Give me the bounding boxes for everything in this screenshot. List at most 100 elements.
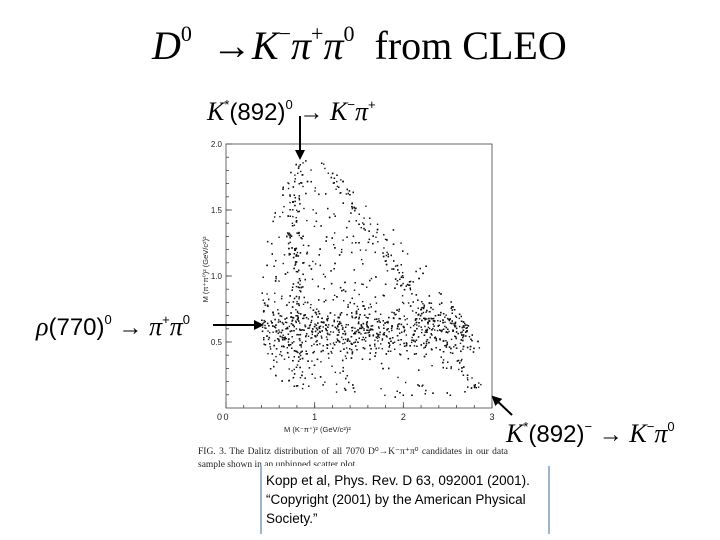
scatter-point [398,308,400,311]
scatter-point [391,329,393,332]
scatter-point [271,322,273,324]
scatter-point [266,240,269,243]
scatter-point [275,276,277,278]
scatter-point [442,361,444,364]
scatter-point [399,353,401,355]
scatter-point [414,340,417,343]
scatter-point [333,182,335,184]
scatter-point [307,360,309,362]
scatter-point [432,323,434,325]
scatter-point [300,351,302,353]
scatter-point [372,235,374,237]
scatter-point [326,338,329,341]
scatter-point [299,283,301,286]
scatter-point [302,383,305,385]
scatter-point [300,182,303,184]
scatter-point [462,339,464,342]
scatter-point [320,321,323,323]
scatter-point [385,260,387,262]
scatter-point [346,313,348,316]
scatter-point [344,333,347,336]
scatter-point [471,334,473,336]
scatter-point [325,299,327,302]
scatter-point [294,180,296,183]
scatter-point [437,319,439,322]
scatter-point [353,206,355,209]
scatter-point [292,256,295,259]
scatter-point [413,353,416,355]
scatter-point [361,222,364,224]
scatter-point [401,331,403,333]
scatter-point [323,301,325,303]
scatter-point [397,325,399,328]
scatter-point [328,216,331,219]
scatter-point [296,251,299,254]
scatter-point [400,284,403,286]
scatter-point [384,394,386,397]
scatter-point [346,375,348,377]
scatter-point [369,352,371,354]
scatter-point [461,358,463,361]
scatter-point [284,321,287,323]
scatter-point [302,262,304,264]
scatter-point [287,352,289,354]
scatter-point [419,267,421,270]
scatter-point [287,242,290,245]
scatter-point [367,332,369,334]
scatter-point [406,350,408,352]
scatter-point [431,329,433,331]
scatter-point [434,320,436,322]
scatter-point [374,345,376,347]
scatter-point [430,317,433,320]
scatter-point [423,304,425,307]
scatter-point [295,221,298,223]
scatter-point [446,392,448,394]
scatter-point [323,287,325,290]
scatter-point [427,321,429,324]
scatter-point [271,242,273,245]
scatter-point [273,344,275,347]
scatter-point [412,281,414,283]
scatter-point [329,312,332,314]
scatter-point [295,366,298,369]
scatter-point [314,330,317,333]
scatter-point [278,236,280,238]
scatter-point [362,263,364,265]
scatter-point [345,357,348,360]
scatter-point [298,286,301,289]
scatter-point [368,331,370,333]
scatter-point [290,235,293,237]
scatter-point [282,186,284,188]
scatter-point [335,391,338,393]
scatter-point [439,320,442,322]
scatter-point [401,275,404,277]
scatter-point [445,346,448,348]
scatter-point [327,317,329,320]
scatter-point [312,352,314,354]
scatter-point [336,334,339,336]
scatter-point [340,192,342,194]
scatter-point [315,341,317,343]
scatter-point [355,310,358,313]
scatter-point [316,308,318,310]
scatter-point [316,358,319,361]
y-tick-label: 2.0 [211,140,223,149]
scatter-point [456,360,459,362]
scatter-point [355,242,357,244]
scatter-point [313,325,316,328]
scatter-point [289,201,291,204]
scatter-point [351,251,353,254]
scatter-point [353,269,355,271]
scatter-point [348,190,351,192]
scatter-point [282,211,284,214]
scatter-point [469,345,472,348]
scatter-point [422,306,424,309]
scatter-point [325,324,327,326]
scatter-point [278,329,280,331]
scatter-point [413,345,416,347]
scatter-point [275,374,277,377]
scatter-point [444,316,446,318]
figure-caption: FIG. 3. The Dalitz distribution of all 7… [198,447,508,470]
scatter-point [299,366,301,369]
scatter-point [420,344,423,346]
